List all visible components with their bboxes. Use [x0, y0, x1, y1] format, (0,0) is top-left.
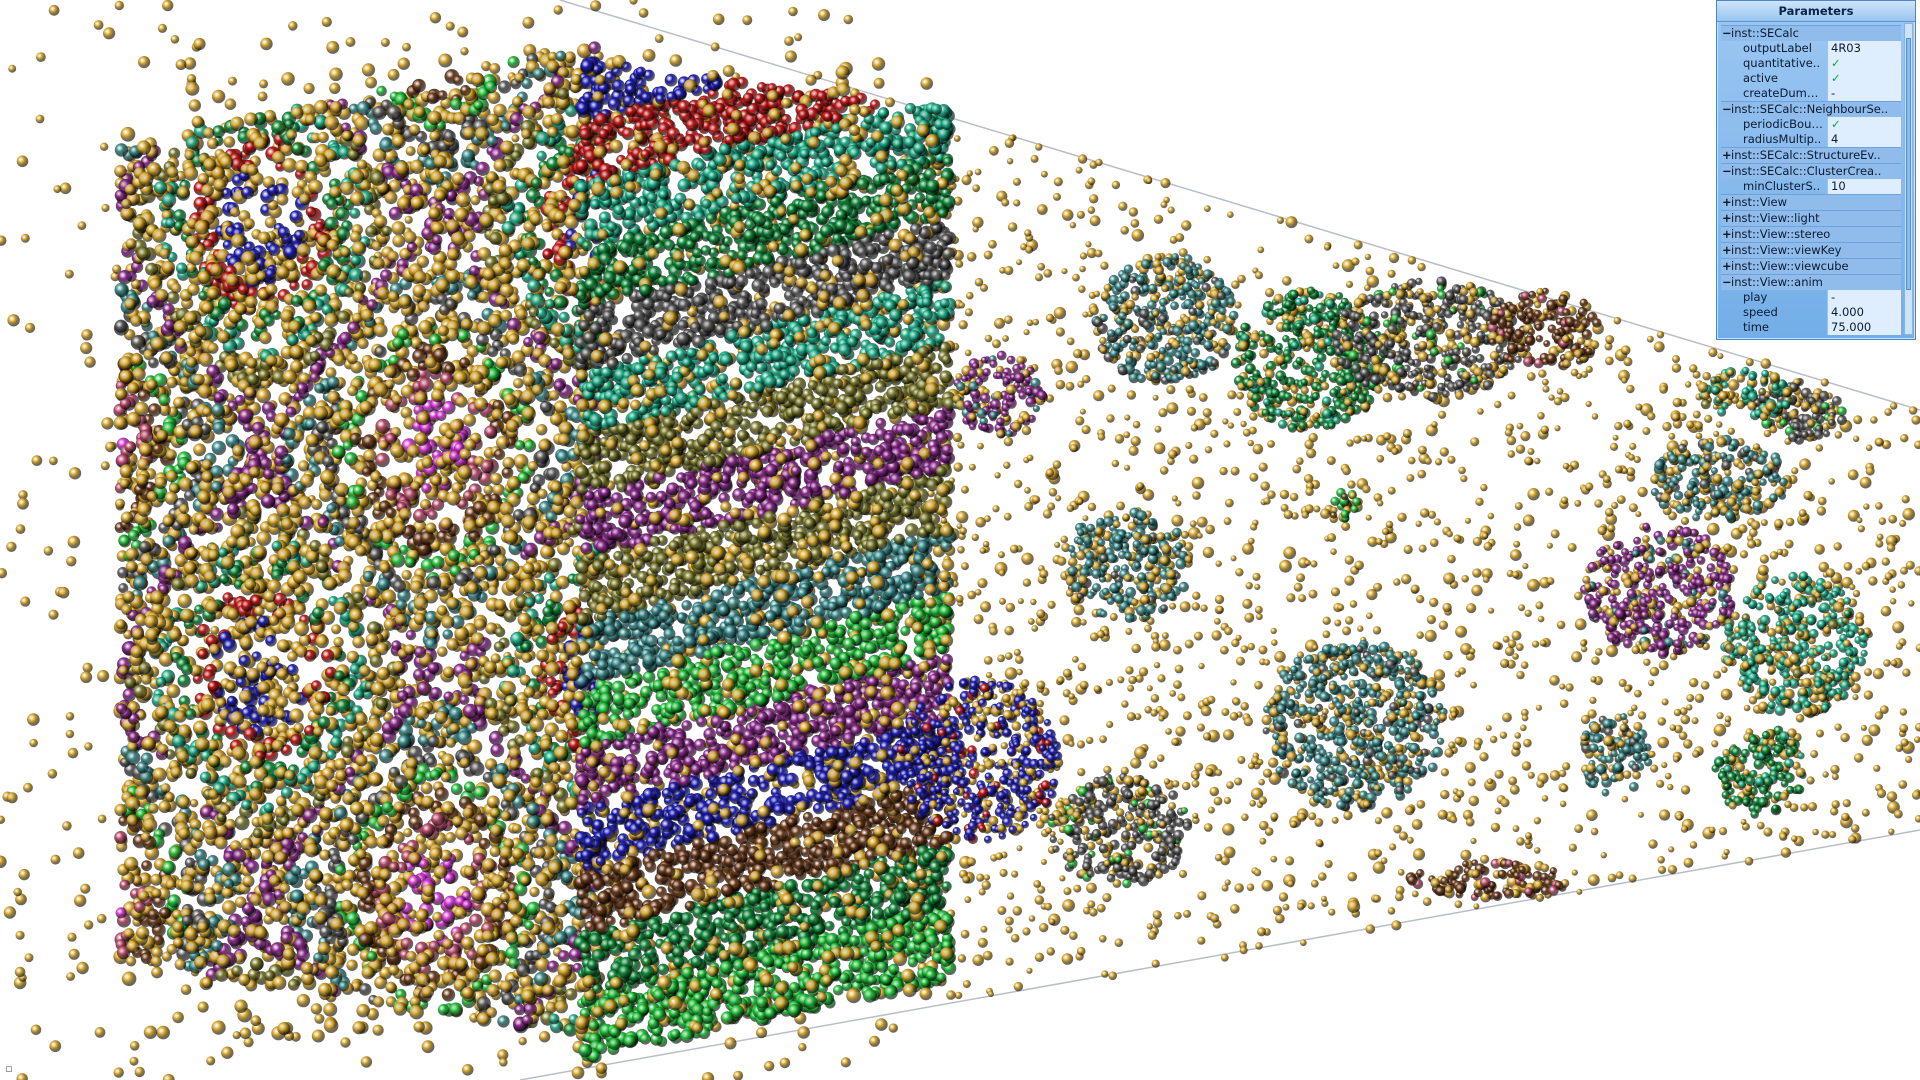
param-value[interactable]: 4R03 — [1827, 41, 1901, 56]
checkbox-value[interactable]: ✓ — [1827, 71, 1901, 86]
param-label: active — [1743, 71, 1778, 85]
scrollbar-thumb[interactable] — [1906, 38, 1911, 290]
collapse-icon[interactable]: − — [1722, 102, 1732, 116]
tree-param[interactable]: createDumm.. - — [1721, 86, 1901, 101]
expand-icon[interactable]: + — [1722, 148, 1732, 162]
panel-title: Parameters — [1717, 1, 1915, 22]
tree-group[interactable]: + inst::View — [1721, 194, 1901, 210]
checkbox-value[interactable]: ✓ — [1827, 117, 1901, 132]
frustum-edge-bottom — [519, 829, 1920, 1080]
tree-group[interactable]: + inst::View::light — [1721, 210, 1901, 226]
param-label: play — [1743, 290, 1768, 304]
param-label: periodicBoun.. — [1743, 117, 1825, 131]
param-value[interactable]: - — [1827, 290, 1901, 305]
expand-icon[interactable]: + — [1722, 227, 1732, 241]
tree-group-label: inst::View::light — [1731, 211, 1820, 225]
tree-param[interactable]: outputLabel 4R03 — [1721, 41, 1901, 56]
tree-param[interactable]: play - — [1721, 290, 1901, 305]
panel-scrollbar[interactable] — [1904, 23, 1913, 335]
param-value[interactable]: 10 — [1827, 179, 1901, 194]
checkbox-value[interactable]: ✓ — [1827, 56, 1901, 71]
tree-group-label: inst::SECalc::ClusterCrea.. — [1731, 164, 1882, 178]
param-label: quantitative.. — [1743, 56, 1821, 70]
param-label: speed — [1743, 305, 1778, 319]
param-label: outputLabel — [1743, 41, 1812, 55]
tree-group[interactable]: + inst::View::viewcube — [1721, 258, 1901, 274]
param-label: createDumm.. — [1743, 86, 1825, 100]
tree-group-label: inst::SECalc::NeighbourSe.. — [1731, 102, 1889, 116]
tree-group-label: inst::View::anim — [1731, 275, 1823, 289]
param-label: time — [1743, 320, 1769, 334]
collapse-icon[interactable]: − — [1722, 26, 1732, 40]
tree-group[interactable]: − inst::SECalc — [1721, 25, 1901, 41]
parameter-tree[interactable]: − inst::SECalc outputLabel 4R03 quantitative… — [1721, 25, 1901, 335]
param-value[interactable]: 4 — [1827, 132, 1901, 147]
tree-group[interactable]: − inst::View::anim — [1721, 274, 1901, 290]
param-value[interactable]: - — [1827, 86, 1901, 101]
tree-group-label: inst::View — [1731, 195, 1788, 209]
tree-param[interactable]: periodicBoun.. ✓ — [1721, 117, 1901, 132]
tree-group-label: inst::SECalc::StructureEv.. — [1731, 148, 1881, 162]
tree-param[interactable]: speed 4.000 — [1721, 305, 1901, 320]
viewcube-icon[interactable]: ▫ — [5, 1062, 13, 1075]
frustum-edge-top — [559, 0, 1920, 411]
tree-param[interactable]: minClusterS.. 10 — [1721, 179, 1901, 194]
param-label: minClusterS.. — [1743, 179, 1821, 193]
collapse-icon[interactable]: − — [1722, 275, 1732, 289]
tree-group-label: inst::View::stereo — [1731, 227, 1831, 241]
param-value[interactable]: 75.000 — [1827, 320, 1901, 335]
tree-group-label: inst::View::viewcube — [1731, 259, 1849, 273]
tree-param[interactable]: radiusMultip.. 4 — [1721, 132, 1901, 147]
tree-group[interactable]: − inst::SECalc::ClusterCrea.. — [1721, 163, 1901, 179]
tree-group-label: inst::View::viewKey — [1731, 243, 1842, 257]
tree-group[interactable]: + inst::SECalc::StructureEv.. — [1721, 147, 1901, 163]
tree-group[interactable]: + inst::View::stereo — [1721, 226, 1901, 242]
parameters-panel[interactable]: Parameters − inst::SECalc outputLabel 4R03 q… — [1716, 0, 1916, 340]
tree-param[interactable]: quantitative.. ✓ — [1721, 56, 1901, 71]
expand-icon[interactable]: + — [1722, 243, 1732, 257]
tree-group-label: inst::SECalc — [1731, 26, 1799, 40]
param-label: radiusMultip.. — [1743, 132, 1822, 146]
expand-icon[interactable]: + — [1722, 195, 1732, 209]
expand-icon[interactable]: + — [1722, 259, 1732, 273]
expand-icon[interactable]: + — [1722, 211, 1732, 225]
tree-group[interactable]: + inst::View::viewKey — [1721, 242, 1901, 258]
tree-param[interactable]: active ✓ — [1721, 71, 1901, 86]
param-value[interactable]: 4.000 — [1827, 305, 1901, 320]
tree-group[interactable]: − inst::SECalc::NeighbourSe.. — [1721, 101, 1901, 117]
collapse-icon[interactable]: − — [1722, 164, 1732, 178]
tree-param[interactable]: time 75.000 — [1721, 320, 1901, 335]
